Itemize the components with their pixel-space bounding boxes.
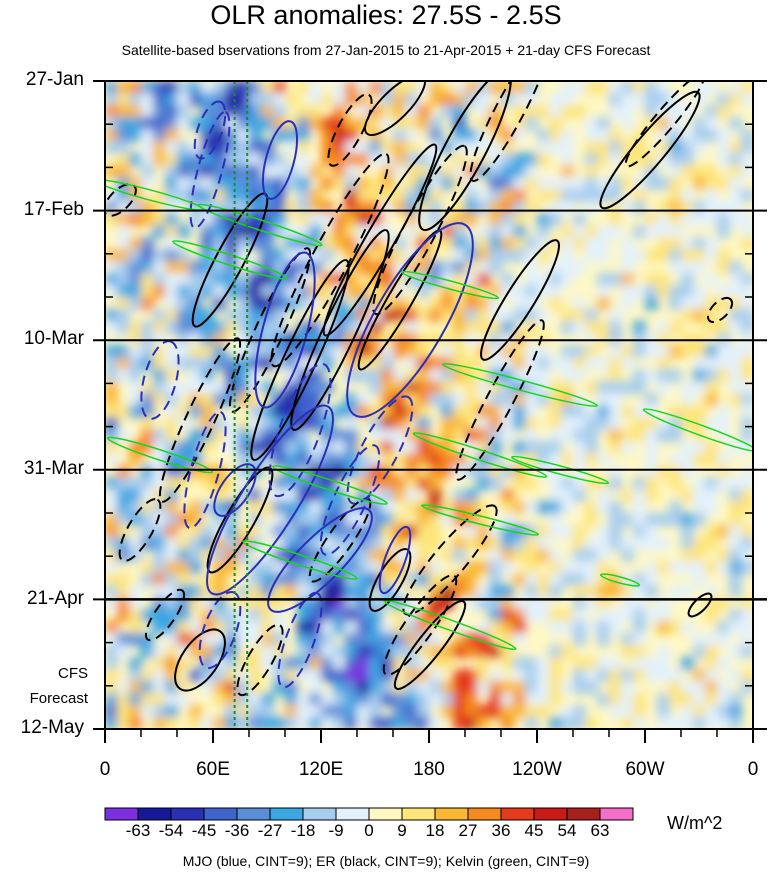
chart-subtitle: Satellite-based bservations from 27-Jan-… — [121, 42, 651, 58]
colorbar-swatch-13 — [533, 807, 568, 821]
colorbar-label-1: -54 — [158, 821, 184, 840]
colorbar-swatch-5 — [269, 807, 304, 821]
colorbar-label-12: 45 — [524, 821, 544, 840]
colorbar-swatch-1 — [137, 807, 172, 821]
colorbar-label-11: 36 — [491, 821, 511, 840]
colorbar-label-7: 0 — [364, 821, 374, 840]
colorbar-units: W/m^2 — [667, 813, 723, 833]
y-tick-label-10-mar: 10-Mar — [23, 328, 84, 349]
colorbar-label-9: 18 — [425, 821, 445, 840]
colorbar-swatch-14 — [566, 807, 601, 821]
reference-lines — [233, 81, 249, 729]
y-tick-label-12-may: 12-May — [20, 717, 84, 738]
chart-title: OLR anomalies: 27.5S - 2.5S — [210, 0, 562, 30]
colorbar-label-10: 27 — [458, 821, 478, 840]
colorbar-swatch-9 — [401, 807, 436, 821]
y-tick-label-17-feb: 17-Feb — [23, 199, 84, 220]
colorbar-label-13: 54 — [557, 821, 577, 840]
axes — [93, 80, 767, 743]
colorbar-swatch-3 — [203, 807, 238, 821]
x-tick-label-120w: 120W — [512, 759, 562, 780]
x-tick-label-0: 0 — [99, 759, 111, 780]
colorbar-label-5: -18 — [290, 821, 316, 840]
colorbar — [104, 807, 634, 821]
olr-anomaly-field — [105, 81, 753, 729]
y-tick-label-27-jan: 27-Jan — [25, 69, 84, 90]
x-tick-label-180: 180 — [413, 759, 445, 780]
cfs-forecast-label-line2: Forecast — [29, 690, 88, 707]
colorbar-label-8: 9 — [397, 821, 407, 840]
colorbar-swatch-2 — [170, 807, 205, 821]
x-tick-label-0-right: 0 — [747, 759, 759, 780]
colorbar-label-0: -63 — [125, 821, 151, 840]
y-tick-label-21-apr: 21-Apr — [26, 588, 84, 609]
colorbar-swatch-4 — [236, 807, 271, 821]
cfs-forecast-label-line1: CFS — [58, 665, 88, 682]
colorbar-swatch-15 — [599, 807, 634, 821]
x-tick-label-60w: 60W — [625, 759, 665, 780]
colorbar-swatch-8 — [368, 807, 403, 821]
colorbar-swatch-11 — [467, 807, 502, 821]
colorbar-label-4: -27 — [257, 821, 283, 840]
x-tick-label-120e: 120E — [298, 759, 344, 780]
contour-legend-note: MJO (blue, CINT=9); ER (black, CINT=9); … — [182, 853, 590, 869]
colorbar-swatch-6 — [302, 807, 337, 821]
colorbar-label-6: -9 — [328, 821, 344, 840]
colorbar-label-2: -45 — [191, 821, 217, 840]
colorbar-label-3: -36 — [224, 821, 250, 840]
colorbar-swatch-7 — [335, 807, 370, 821]
colorbar-swatch-10 — [434, 807, 469, 821]
colorbar-swatch-12 — [500, 807, 535, 821]
colorbar-label-14: 63 — [590, 821, 610, 840]
colorbar-swatch-0 — [104, 807, 139, 821]
y-tick-label-31-mar: 31-Mar — [23, 458, 84, 479]
x-tick-label-60e: 60E — [196, 759, 230, 780]
wave-contours — [105, 81, 753, 697]
